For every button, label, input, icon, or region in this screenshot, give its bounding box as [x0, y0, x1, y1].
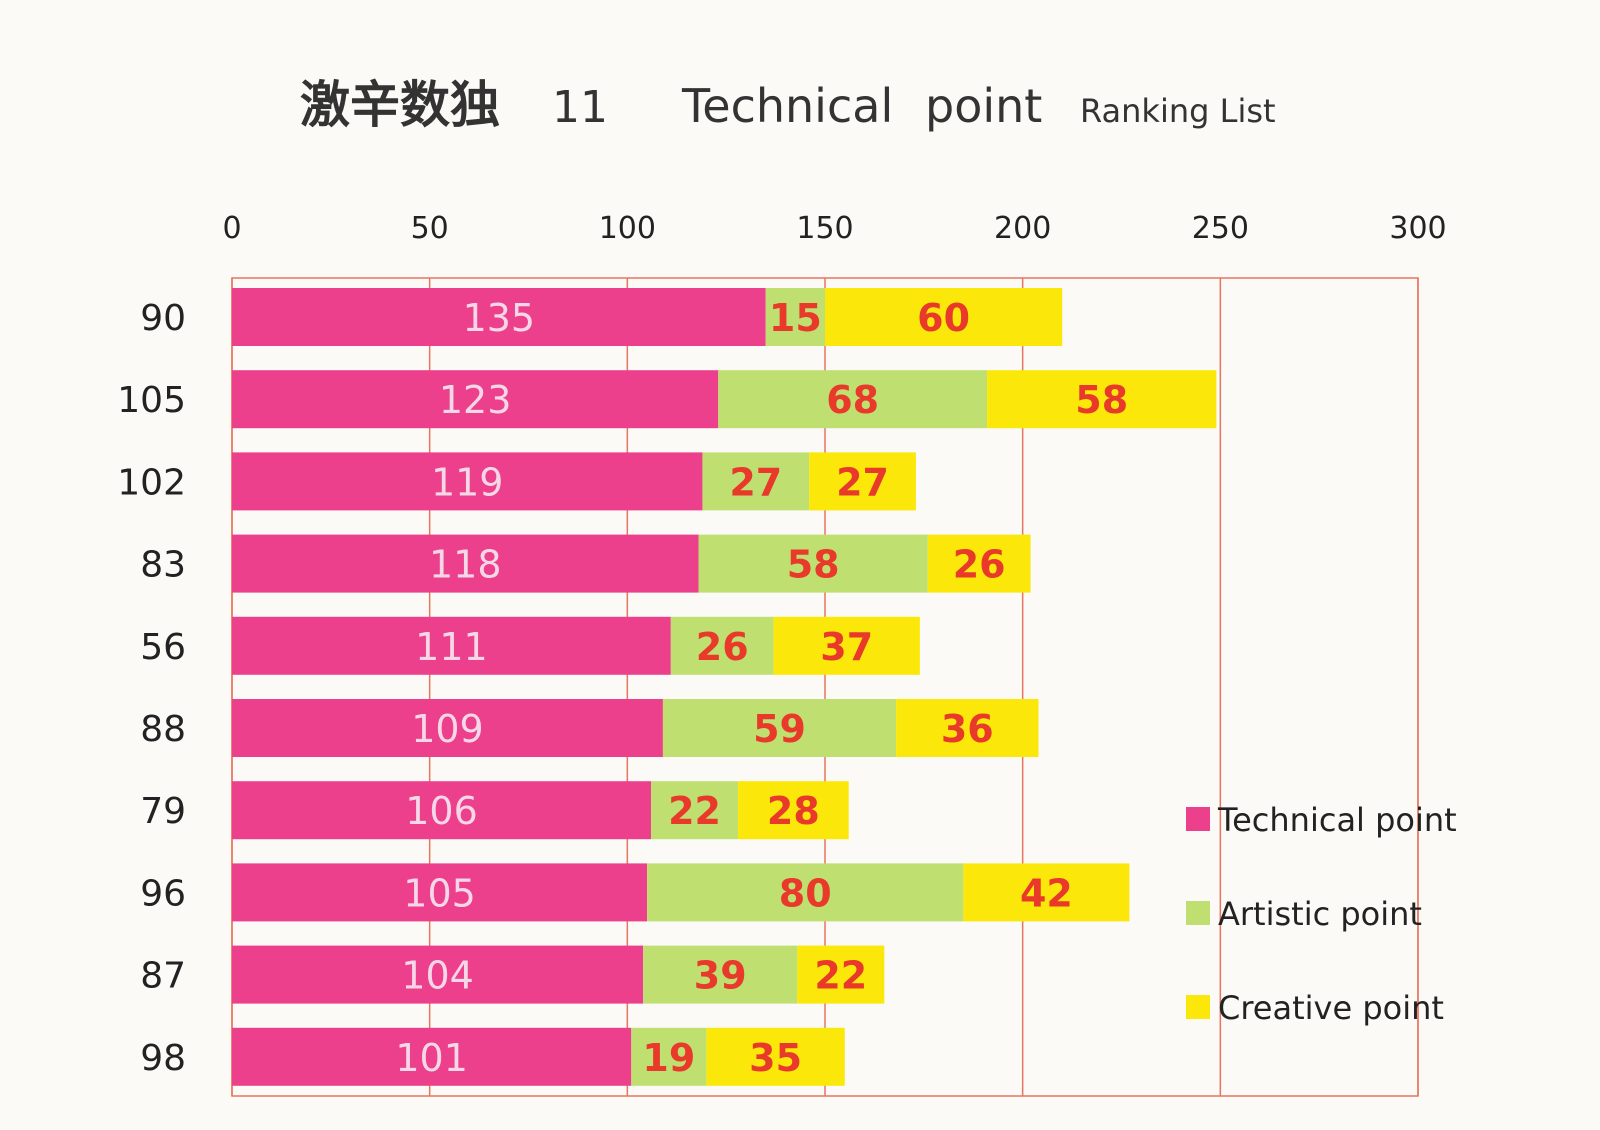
data-label: 60: [917, 296, 970, 340]
bar-segment: [232, 452, 703, 511]
data-label: 58: [1075, 378, 1128, 422]
data-label: 118: [429, 543, 502, 587]
x-tick-label: 50: [411, 211, 449, 246]
data-label: 15: [769, 296, 822, 340]
data-label: 58: [787, 543, 840, 587]
title-technical: Technical: [681, 79, 893, 133]
bar-segment: [773, 616, 920, 675]
legend: Technical point Artistic point Creative po…: [1186, 801, 1457, 1027]
category-label: 88: [140, 709, 186, 750]
bar-segment: [809, 452, 916, 511]
data-label: 123: [439, 378, 512, 422]
data-label: 80: [779, 871, 832, 915]
bar-segment: [647, 863, 964, 922]
category-label: 83: [140, 545, 186, 586]
x-tick-label: 100: [599, 211, 656, 246]
data-label: 104: [401, 954, 474, 998]
category-label: 105: [117, 380, 186, 421]
title-point: point: [925, 79, 1042, 133]
bar-segment: [651, 781, 739, 840]
legend-swatch: [1186, 901, 1210, 925]
data-label: 36: [941, 707, 994, 751]
x-tick-label: 150: [796, 211, 853, 246]
bar-segment: [896, 699, 1039, 757]
bar-segment: [702, 452, 810, 511]
category-label: 90: [140, 298, 186, 339]
bar-segment: [232, 288, 766, 346]
bar-segment: [232, 699, 663, 757]
bar-segment: [987, 370, 1217, 429]
data-label: 19: [642, 1036, 695, 1080]
bar-segment: [825, 288, 1063, 346]
data-label: 26: [953, 543, 1006, 587]
category-label: 87: [140, 956, 186, 997]
data-label: 27: [729, 460, 782, 504]
bar-segment: [631, 1027, 707, 1086]
category-label: 96: [140, 873, 186, 914]
legend-label: Technical point: [1217, 801, 1457, 839]
bar-segment: [232, 370, 719, 429]
bar-segment: [232, 781, 652, 840]
data-label: 42: [1020, 871, 1073, 915]
title-kanji: 激辛数独: [300, 76, 500, 134]
data-label: 39: [694, 954, 747, 998]
bar-segment: [963, 863, 1130, 922]
bar-segment: [232, 616, 671, 675]
bar-segment: [643, 945, 798, 1004]
data-label: 37: [820, 625, 873, 669]
bar-segment: [765, 288, 825, 346]
x-tick-label: 0: [222, 211, 241, 246]
data-label: 35: [749, 1036, 802, 1080]
bar-segment: [698, 534, 928, 593]
legend-label: Creative point: [1218, 989, 1444, 1027]
x-tick-label: 200: [994, 211, 1051, 246]
category-label: 102: [117, 462, 186, 503]
bar-segment: [670, 616, 774, 675]
data-label: 22: [668, 789, 721, 833]
data-label: 27: [836, 460, 889, 504]
bar-segment: [797, 945, 885, 1004]
plot-area: 0 50 100 150 200 250 300 90 135 15 60 105 123 68 58 102…: [117, 211, 1447, 1097]
bar-segment: [927, 534, 1031, 593]
legend-label: Artistic point: [1218, 895, 1422, 933]
data-label: 22: [814, 954, 867, 998]
x-tick-label: 250: [1192, 211, 1249, 246]
data-label: 106: [405, 789, 478, 833]
data-label: 111: [415, 625, 488, 669]
bar-segment: [232, 945, 644, 1004]
title-ranking-list: Ranking List: [1080, 92, 1276, 130]
data-label: 68: [826, 378, 879, 422]
data-label: 101: [395, 1036, 468, 1080]
bar-segment: [232, 863, 648, 922]
x-tick-label: 300: [1389, 211, 1446, 246]
legend-swatch: [1186, 807, 1210, 831]
chart-title: 激辛数独 11 Technical point Ranking List: [300, 76, 1276, 134]
category-label: 79: [140, 791, 186, 832]
bar-segment: [232, 534, 699, 593]
bar-segment: [738, 781, 849, 840]
bar-segment: [232, 1027, 632, 1086]
category-label: 56: [140, 627, 186, 668]
data-label: 26: [696, 625, 749, 669]
data-label: 119: [431, 460, 504, 504]
data-label: 105: [403, 871, 476, 915]
data-label: 59: [753, 707, 806, 751]
legend-swatch: [1186, 995, 1210, 1019]
bar-segment: [662, 699, 897, 757]
title-number: 11: [552, 82, 608, 133]
category-label: 98: [140, 1038, 186, 1079]
data-label: 135: [463, 296, 536, 340]
bar-segment: [718, 370, 988, 429]
data-label: 28: [767, 789, 820, 833]
bar-segment: [706, 1027, 845, 1086]
data-label: 109: [411, 707, 484, 751]
